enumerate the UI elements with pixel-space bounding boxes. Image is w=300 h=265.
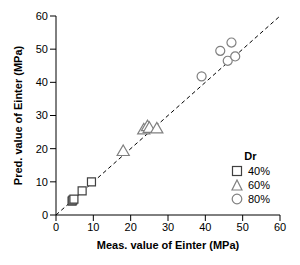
svg-text:60: 60 [274, 221, 286, 233]
svg-text:20: 20 [36, 143, 48, 155]
html-text:Dr: Dr [244, 150, 257, 162]
svg-text:40: 40 [199, 221, 211, 233]
svg-text:40: 40 [36, 76, 48, 88]
svg-text:0: 0 [53, 221, 59, 233]
svg-text:60: 60 [36, 10, 48, 22]
svg-text:30: 30 [36, 109, 48, 121]
html-text:60%: 60% [248, 179, 270, 191]
svg-text:10: 10 [36, 176, 48, 188]
svg-text:50: 50 [36, 43, 48, 55]
html-text:80%: 80% [248, 193, 270, 205]
svg-text:10: 10 [87, 221, 99, 233]
svg-text:Pred. value of Einter (MPa): Pred. value of Einter (MPa) [12, 45, 24, 185]
html-text:40%: 40% [248, 165, 270, 177]
svg-text:50: 50 [237, 221, 249, 233]
svg-text:Meas. value of Einter (MPa): Meas. value of Einter (MPa) [97, 239, 240, 251]
svg-text:0: 0 [42, 209, 48, 221]
svg-text:30: 30 [162, 221, 174, 233]
svg-text:20: 20 [125, 221, 137, 233]
